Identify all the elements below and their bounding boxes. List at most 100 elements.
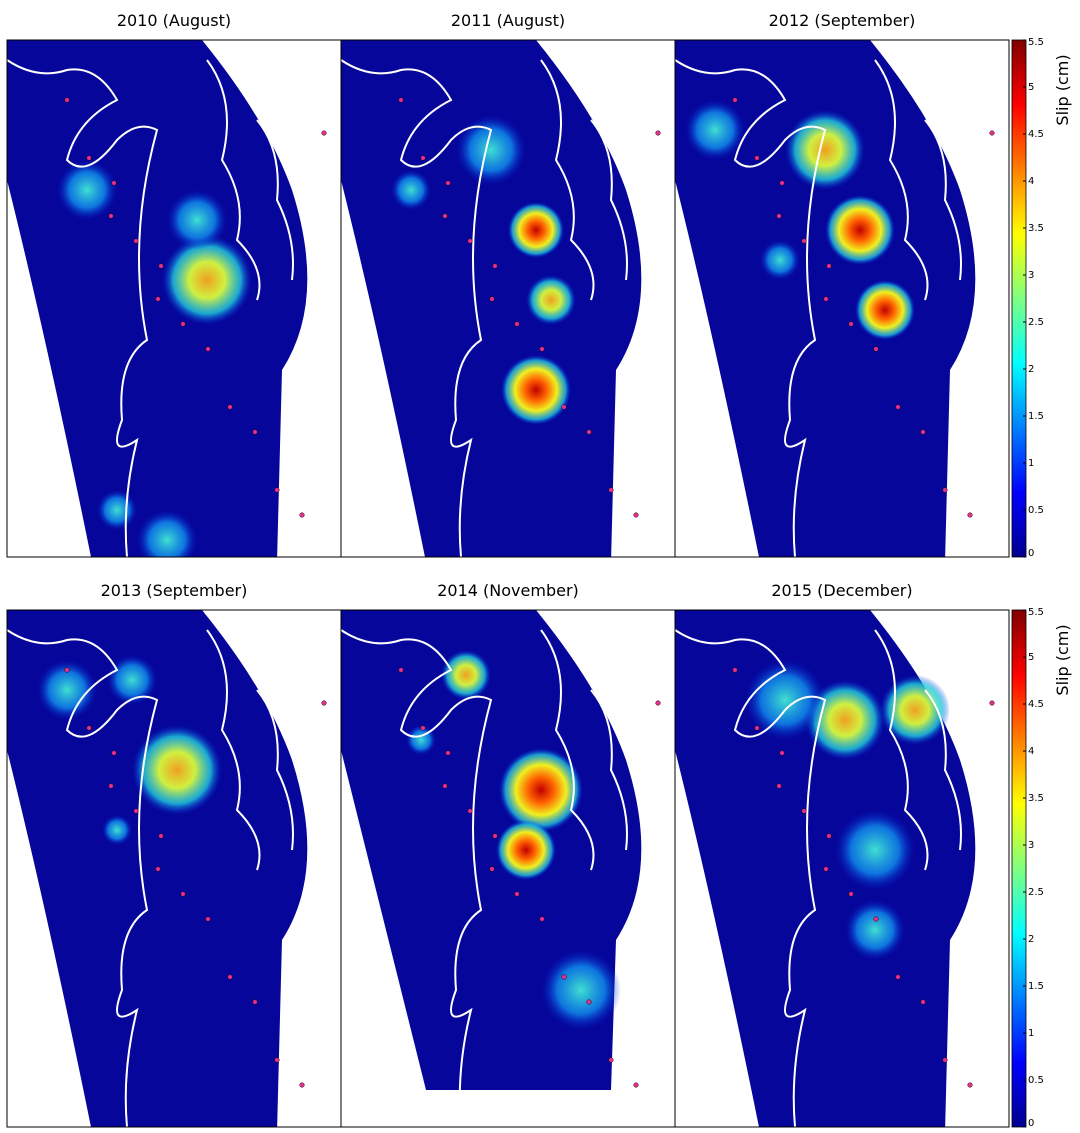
station bbox=[754, 155, 760, 161]
coastline bbox=[7, 59, 159, 557]
map-panel: 2012 (September) bbox=[674, 11, 1010, 558]
station bbox=[274, 1057, 280, 1063]
panel-frame bbox=[674, 39, 1010, 558]
slip-patch bbox=[785, 110, 865, 190]
station bbox=[442, 213, 448, 219]
colorbar-tick-label: 2.5 bbox=[1028, 317, 1044, 328]
slip-patch bbox=[456, 115, 526, 185]
colorbar-tick-label: 1 bbox=[1028, 1028, 1034, 1039]
colorbar-tick-label: 5 bbox=[1028, 82, 1034, 93]
station bbox=[86, 725, 92, 731]
station bbox=[655, 130, 661, 136]
panel-title: 2012 (September) bbox=[769, 11, 916, 30]
station bbox=[779, 750, 785, 756]
station bbox=[398, 97, 404, 103]
station bbox=[967, 1082, 973, 1088]
station bbox=[299, 512, 305, 518]
map-panel: 2015 (December) bbox=[674, 581, 1010, 1128]
station bbox=[227, 404, 233, 410]
slip-patch bbox=[107, 655, 157, 705]
station bbox=[111, 180, 117, 186]
colorbar-tick-label: 4 bbox=[1028, 176, 1034, 187]
panel-title: 2013 (September) bbox=[101, 581, 248, 600]
station bbox=[180, 321, 186, 327]
station bbox=[801, 808, 807, 814]
station bbox=[779, 180, 785, 186]
map-body bbox=[7, 610, 327, 1127]
colorbar-tick-label: 1.5 bbox=[1028, 981, 1044, 992]
station bbox=[561, 974, 567, 980]
coastline bbox=[874, 629, 962, 871]
station bbox=[489, 296, 495, 302]
station bbox=[158, 833, 164, 839]
map-panel: 2013 (September) bbox=[6, 581, 342, 1128]
slip-patch bbox=[441, 650, 491, 700]
station bbox=[608, 1057, 614, 1063]
colorbar-tick-label: 4.5 bbox=[1028, 699, 1044, 710]
colorbar-gradient bbox=[1011, 39, 1027, 558]
slip-patch bbox=[496, 820, 556, 880]
colorbar-tick-label: 5.5 bbox=[1028, 37, 1044, 48]
slip-patch bbox=[102, 815, 132, 845]
station bbox=[442, 783, 448, 789]
station bbox=[776, 783, 782, 789]
colorbar-tick-label: 3.5 bbox=[1028, 793, 1044, 804]
station bbox=[895, 404, 901, 410]
slip-patch bbox=[167, 190, 227, 250]
station bbox=[873, 916, 879, 922]
colorbar-tick-label: 3 bbox=[1028, 840, 1034, 851]
station bbox=[108, 213, 114, 219]
colorbar-tick-label: 3.5 bbox=[1028, 223, 1044, 234]
station bbox=[467, 808, 473, 814]
station bbox=[801, 238, 807, 244]
station bbox=[492, 263, 498, 269]
station bbox=[252, 999, 258, 1005]
station bbox=[64, 667, 70, 673]
coastline bbox=[874, 59, 962, 301]
station bbox=[561, 404, 567, 410]
station bbox=[64, 97, 70, 103]
station bbox=[133, 808, 139, 814]
station bbox=[514, 321, 520, 327]
station bbox=[776, 213, 782, 219]
colorbar-tick-label: 0.5 bbox=[1028, 1075, 1044, 1086]
coastline bbox=[675, 629, 827, 1127]
station bbox=[732, 97, 738, 103]
panel-title: 2011 (August) bbox=[451, 11, 565, 30]
colorbar-tick-label: 2 bbox=[1028, 364, 1034, 375]
slip-patch bbox=[499, 748, 583, 832]
colorbar-tick-label: 0.5 bbox=[1028, 505, 1044, 516]
station bbox=[299, 1082, 305, 1088]
station bbox=[823, 866, 829, 872]
colorbar-label: Slip (cm) bbox=[1053, 54, 1072, 125]
map-body bbox=[675, 610, 995, 1127]
station bbox=[111, 750, 117, 756]
slip-patch bbox=[97, 490, 137, 530]
slip-patch bbox=[880, 675, 950, 745]
station bbox=[205, 916, 211, 922]
colorbar: 0 0.5 1 1.5 2 2.5 3 3.5 4 4.5 5 5.5 Slip (cm) bbox=[1011, 607, 1072, 1129]
slip-patch bbox=[541, 950, 621, 1030]
station bbox=[826, 263, 832, 269]
colorbar-tick-label: 0 bbox=[1028, 548, 1034, 559]
colorbar-tick-label: 5 bbox=[1028, 652, 1034, 663]
station bbox=[252, 429, 258, 435]
station bbox=[445, 750, 451, 756]
fault-mesh bbox=[7, 40, 308, 557]
panel-title: 2010 (August) bbox=[117, 11, 231, 30]
station bbox=[608, 487, 614, 493]
station bbox=[155, 866, 161, 872]
coastline bbox=[341, 59, 493, 557]
map-panel: 2010 (August) bbox=[6, 11, 342, 558]
colorbar-tick-label: 0 bbox=[1028, 1118, 1034, 1129]
map-body bbox=[7, 40, 327, 557]
slip-patch bbox=[37, 660, 97, 720]
station bbox=[86, 155, 92, 161]
station bbox=[967, 512, 973, 518]
station bbox=[633, 1082, 639, 1088]
colorbar-label: Slip (cm) bbox=[1053, 624, 1072, 695]
map-body bbox=[341, 40, 661, 557]
station bbox=[586, 999, 592, 1005]
colorbar-tick-label: 3 bbox=[1028, 270, 1034, 281]
